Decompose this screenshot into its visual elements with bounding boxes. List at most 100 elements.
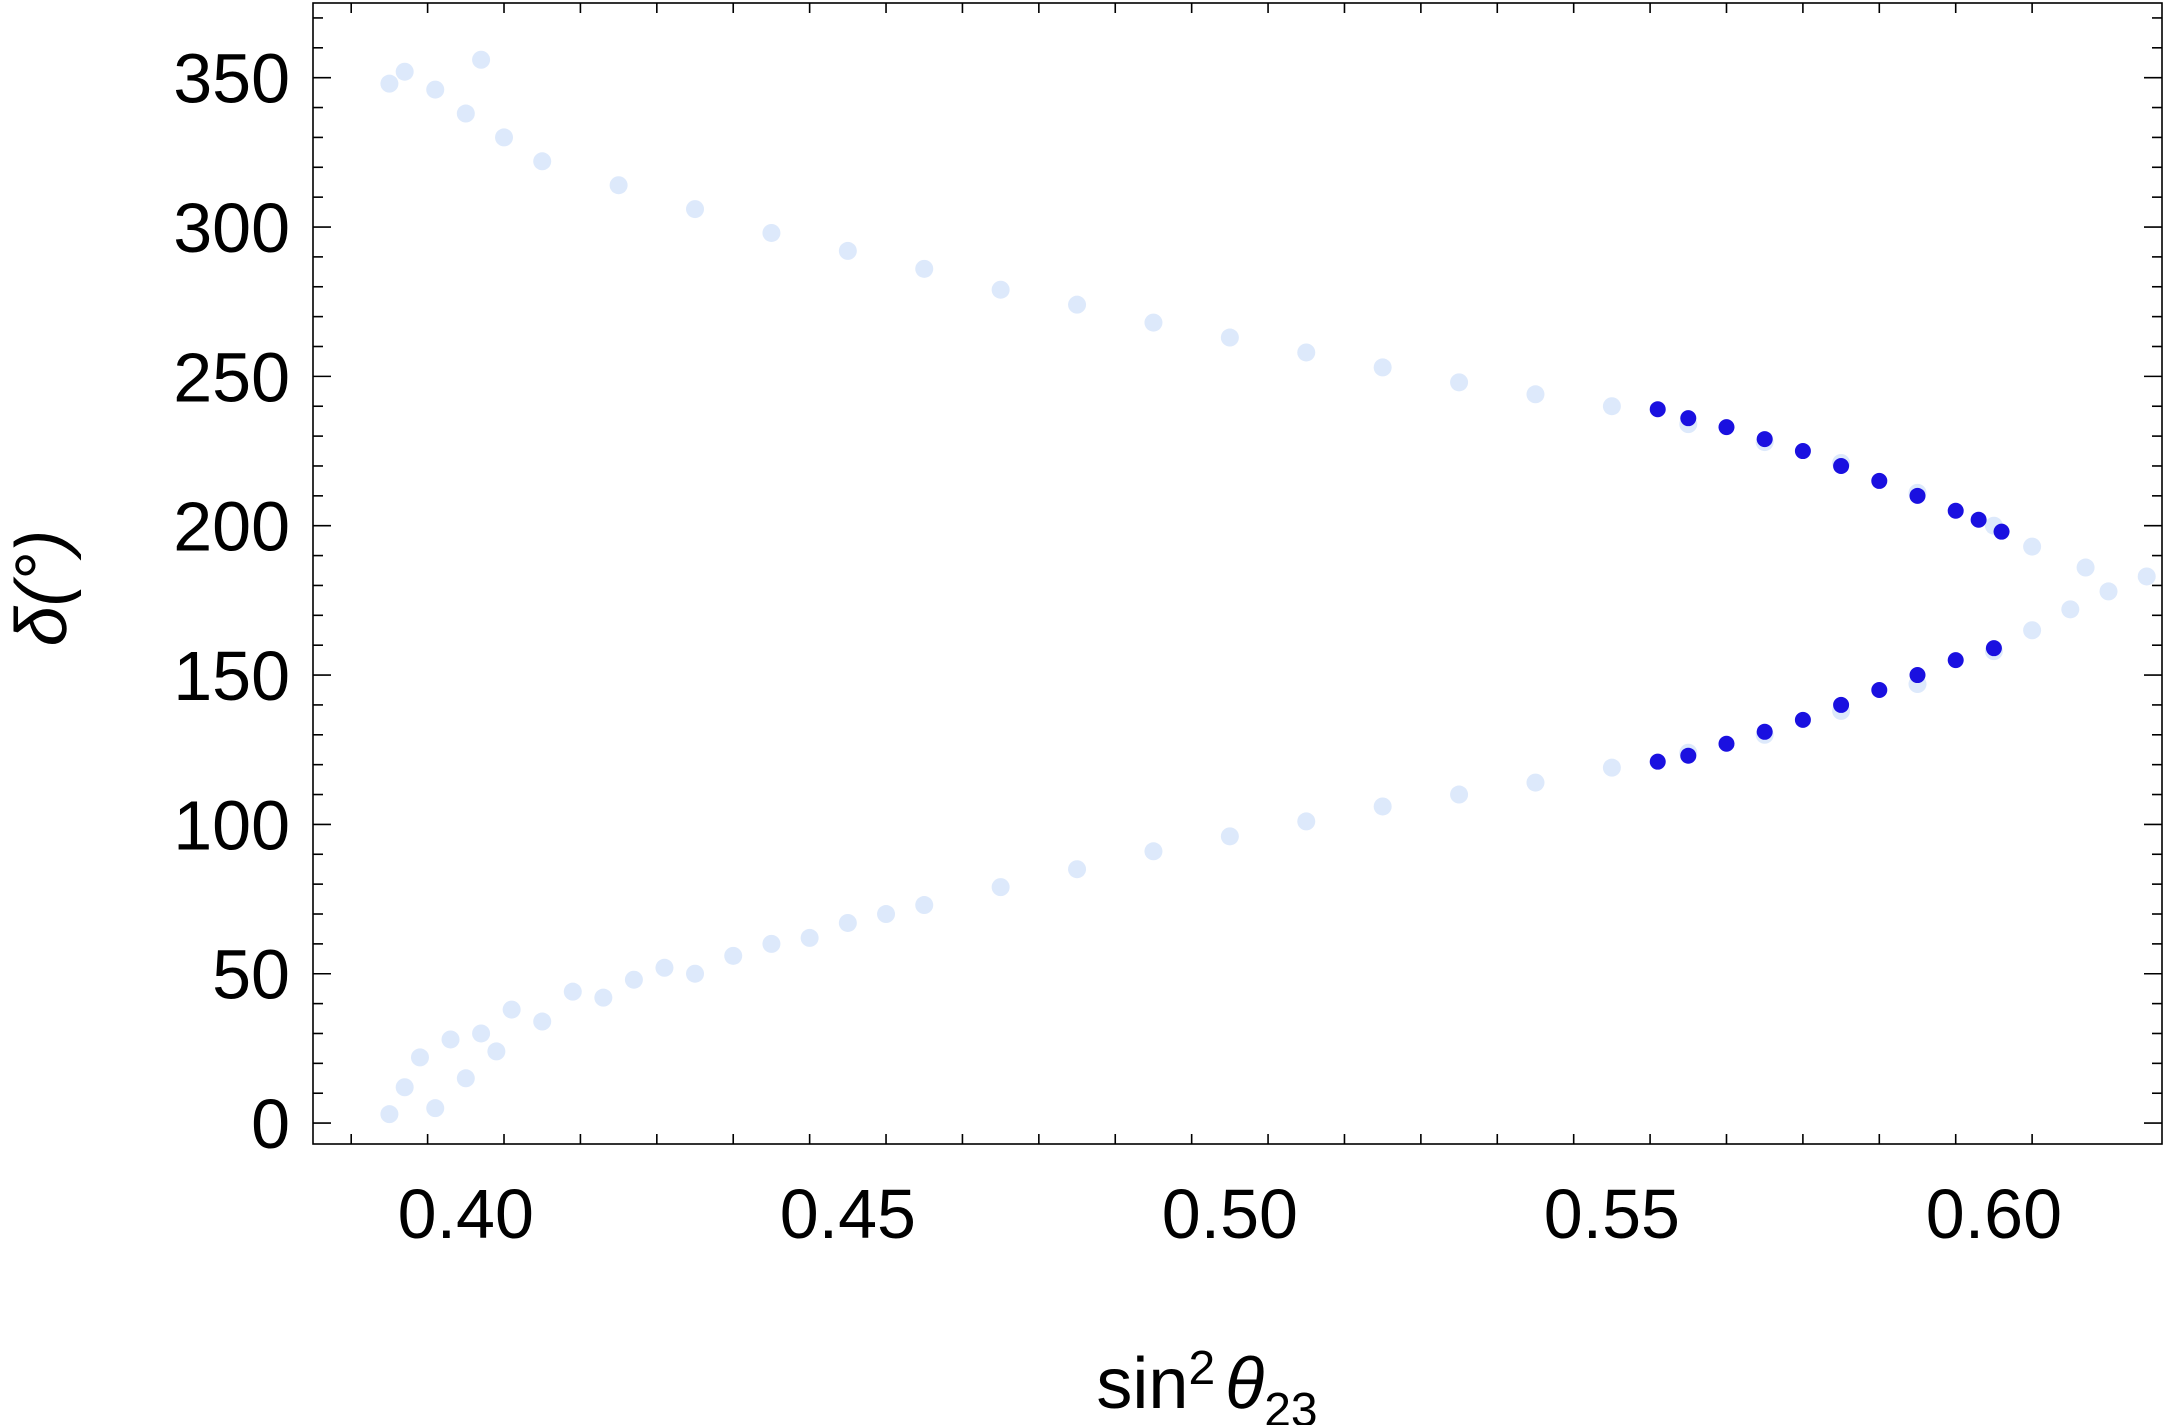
cloud-point [655, 958, 674, 977]
cloud-point [1220, 328, 1239, 347]
highlight-point [1947, 652, 1964, 669]
x-axis-title-sup: 2 [1188, 1342, 1215, 1395]
x-axis-title: sin2 θ23 [1096, 1342, 1317, 1425]
highlight-point [1680, 747, 1697, 764]
cloud-point [426, 80, 445, 99]
highlight-point [1833, 696, 1850, 713]
y-tick-label: 250 [173, 338, 290, 416]
cloud-point [1526, 773, 1545, 792]
cloud-point [762, 223, 781, 242]
cloud-point [609, 176, 628, 195]
cloud-point [1297, 812, 1316, 831]
cloud-point [1220, 827, 1239, 846]
cloud-point [533, 152, 552, 171]
cloud-point [495, 128, 514, 147]
x-axis-title-sub: 23 [1264, 1384, 1317, 1425]
y-tick-labels: 0 50 100 150 200 250 300 350 [173, 40, 290, 1163]
cloud-point [1450, 373, 1469, 392]
cloud-point [1602, 397, 1621, 416]
cloud-point [991, 280, 1010, 299]
highlight-point [1993, 523, 2010, 540]
highlight-point [1794, 711, 1811, 728]
cloud-point [915, 896, 934, 915]
cloud-point [1144, 313, 1163, 332]
x-axis-title-base: sin [1096, 1344, 1188, 1424]
y-tick-label: 50 [212, 936, 290, 1014]
cloud-point [487, 1042, 506, 1061]
cloud-point [838, 913, 857, 932]
highlight-point [1909, 667, 1926, 684]
highlight-point [1718, 419, 1735, 436]
cloud-point [563, 982, 582, 1001]
x-tick-label: 0.45 [780, 1175, 916, 1253]
cloud-point [410, 1048, 429, 1067]
cloud-point [472, 1024, 491, 1043]
cloud-point [1068, 295, 1087, 314]
x-tick-label: 0.55 [1544, 1175, 1680, 1253]
cloud-point [915, 259, 934, 278]
cloud-point [1526, 385, 1545, 404]
cloud-point [686, 200, 705, 219]
cloud-point [2137, 567, 2156, 586]
cloud-point [686, 964, 705, 983]
cloud-point [2023, 537, 2042, 556]
y-tick-label: 100 [173, 786, 290, 864]
highlight-point [1871, 681, 1888, 698]
cloud-point [624, 970, 643, 989]
cloud-point [724, 946, 743, 965]
highlight-point [1718, 735, 1735, 752]
cloud-point [1068, 860, 1087, 879]
highlight-point [1970, 511, 1987, 528]
cloud-point [877, 905, 896, 924]
cloud-point [991, 878, 1010, 897]
x-axis-title-symbol: θ [1225, 1344, 1264, 1424]
cloud-point [380, 74, 399, 93]
cloud-series [380, 50, 2156, 1124]
y-tick-label: 300 [173, 189, 290, 267]
cloud-point [2099, 582, 2118, 601]
cloud-point [800, 928, 819, 947]
x-tick-label: 0.50 [1162, 1175, 1298, 1253]
highlight-point [1947, 502, 1964, 519]
highlight-point [1680, 410, 1697, 427]
cloud-point [1373, 797, 1392, 816]
cloud-point [1450, 785, 1469, 804]
cloud-point [472, 50, 491, 69]
axis-ticks [313, 3, 2162, 1144]
cloud-point [441, 1030, 460, 1049]
highlight-point [1649, 753, 1666, 770]
cloud-point [1144, 842, 1163, 861]
highlight-point [1909, 487, 1926, 504]
x-tick-labels: 0.40 0.45 0.50 0.55 0.60 [398, 1175, 2062, 1253]
cloud-point [1373, 358, 1392, 377]
highlight-series [1649, 401, 2010, 770]
cloud-point [2076, 558, 2095, 577]
cloud-point [502, 1000, 521, 1019]
cloud-point [456, 1069, 475, 1088]
highlight-point [1985, 640, 2002, 657]
cloud-point [426, 1099, 445, 1118]
y-tick-label: 150 [173, 637, 290, 715]
highlight-point [1649, 401, 1666, 418]
highlight-point [1833, 457, 1850, 474]
y-tick-label: 0 [251, 1085, 290, 1163]
cloud-point [2061, 600, 2080, 619]
cloud-point [838, 241, 857, 260]
plot-frame [312, 2, 2163, 1145]
cloud-point [1297, 343, 1316, 362]
highlight-point [1756, 723, 1773, 740]
cloud-point [395, 62, 414, 81]
cloud-point [456, 104, 475, 123]
x-tick-label: 0.60 [1926, 1175, 2062, 1253]
highlight-point [1871, 472, 1888, 489]
y-tick-label: 200 [173, 488, 290, 566]
highlight-point [1756, 431, 1773, 448]
y-tick-label: 350 [173, 40, 290, 118]
cloud-point [1602, 758, 1621, 777]
cloud-point [762, 934, 781, 953]
cloud-point [395, 1078, 414, 1097]
cloud-point [533, 1012, 552, 1031]
cloud-point [2023, 621, 2042, 640]
y-axis-title: δ(°) [2, 530, 82, 647]
